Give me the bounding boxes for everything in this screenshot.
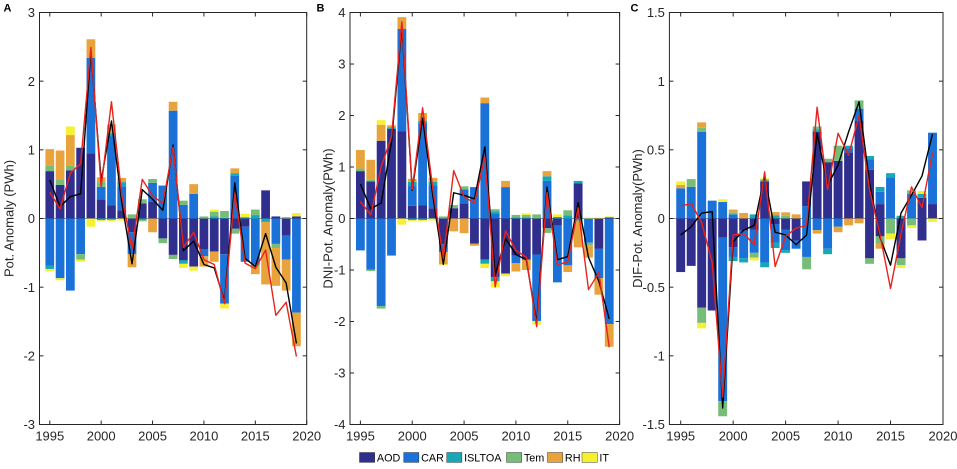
svg-text:2020: 2020 (605, 429, 634, 444)
svg-text:2015: 2015 (241, 429, 270, 444)
svg-text:1.5: 1.5 (647, 5, 665, 20)
svg-text:4: 4 (338, 5, 345, 20)
svg-text:1: 1 (658, 74, 665, 89)
svg-text:2015: 2015 (876, 429, 905, 444)
svg-text:2005: 2005 (138, 429, 167, 444)
svg-text:B: B (317, 3, 325, 15)
svg-text:1: 1 (28, 142, 35, 157)
svg-text:-3: -3 (23, 417, 35, 432)
svg-text:2005: 2005 (450, 429, 479, 444)
svg-text:0: 0 (28, 211, 35, 226)
svg-text:2010: 2010 (824, 429, 853, 444)
svg-text:-1: -1 (653, 348, 665, 363)
svg-text:RH: RH (565, 452, 581, 464)
svg-text:2000: 2000 (398, 429, 427, 444)
svg-text:2015: 2015 (553, 429, 582, 444)
svg-text:2020: 2020 (292, 429, 321, 444)
svg-text:3: 3 (28, 5, 35, 20)
svg-text:0: 0 (658, 211, 665, 226)
svg-text:2010: 2010 (189, 429, 218, 444)
svg-text:0.5: 0.5 (647, 142, 665, 157)
svg-text:1995: 1995 (35, 429, 64, 444)
svg-text:2000: 2000 (719, 429, 748, 444)
svg-text:Pot. Anomaly (PWh): Pot. Anomaly (PWh) (2, 160, 17, 277)
svg-text:2020: 2020 (929, 429, 957, 444)
svg-text:DNI-Pot. Anomaly(PWh): DNI-Pot. Anomaly(PWh) (321, 148, 336, 288)
svg-text:AOD: AOD (377, 452, 401, 464)
svg-text:2010: 2010 (501, 429, 530, 444)
svg-text:DIF-Pot. Anomaly(PWh): DIF-Pot. Anomaly(PWh) (630, 149, 645, 288)
svg-text:Tem: Tem (524, 452, 544, 464)
svg-text:-4: -4 (334, 417, 346, 432)
svg-text:CAR: CAR (421, 452, 444, 464)
svg-text:-1.5: -1.5 (642, 417, 664, 432)
svg-text:-0.5: -0.5 (642, 280, 664, 295)
svg-text:1995: 1995 (666, 429, 695, 444)
svg-text:1: 1 (338, 160, 345, 175)
svg-text:0: 0 (338, 211, 345, 226)
svg-text:-2: -2 (23, 348, 35, 363)
svg-text:2: 2 (338, 108, 345, 123)
svg-text:2000: 2000 (87, 429, 116, 444)
svg-text:C: C (631, 3, 639, 15)
svg-text:ISLTOA: ISLTOA (464, 452, 502, 464)
svg-text:A: A (4, 3, 12, 15)
svg-text:3: 3 (338, 57, 345, 72)
svg-text:2005: 2005 (771, 429, 800, 444)
svg-text:-1: -1 (334, 263, 346, 278)
svg-text:-1: -1 (23, 280, 35, 295)
svg-text:IT: IT (599, 452, 609, 464)
svg-text:2: 2 (28, 74, 35, 89)
svg-text:-3: -3 (334, 366, 346, 381)
svg-text:-2: -2 (334, 314, 346, 329)
svg-text:1995: 1995 (346, 429, 375, 444)
